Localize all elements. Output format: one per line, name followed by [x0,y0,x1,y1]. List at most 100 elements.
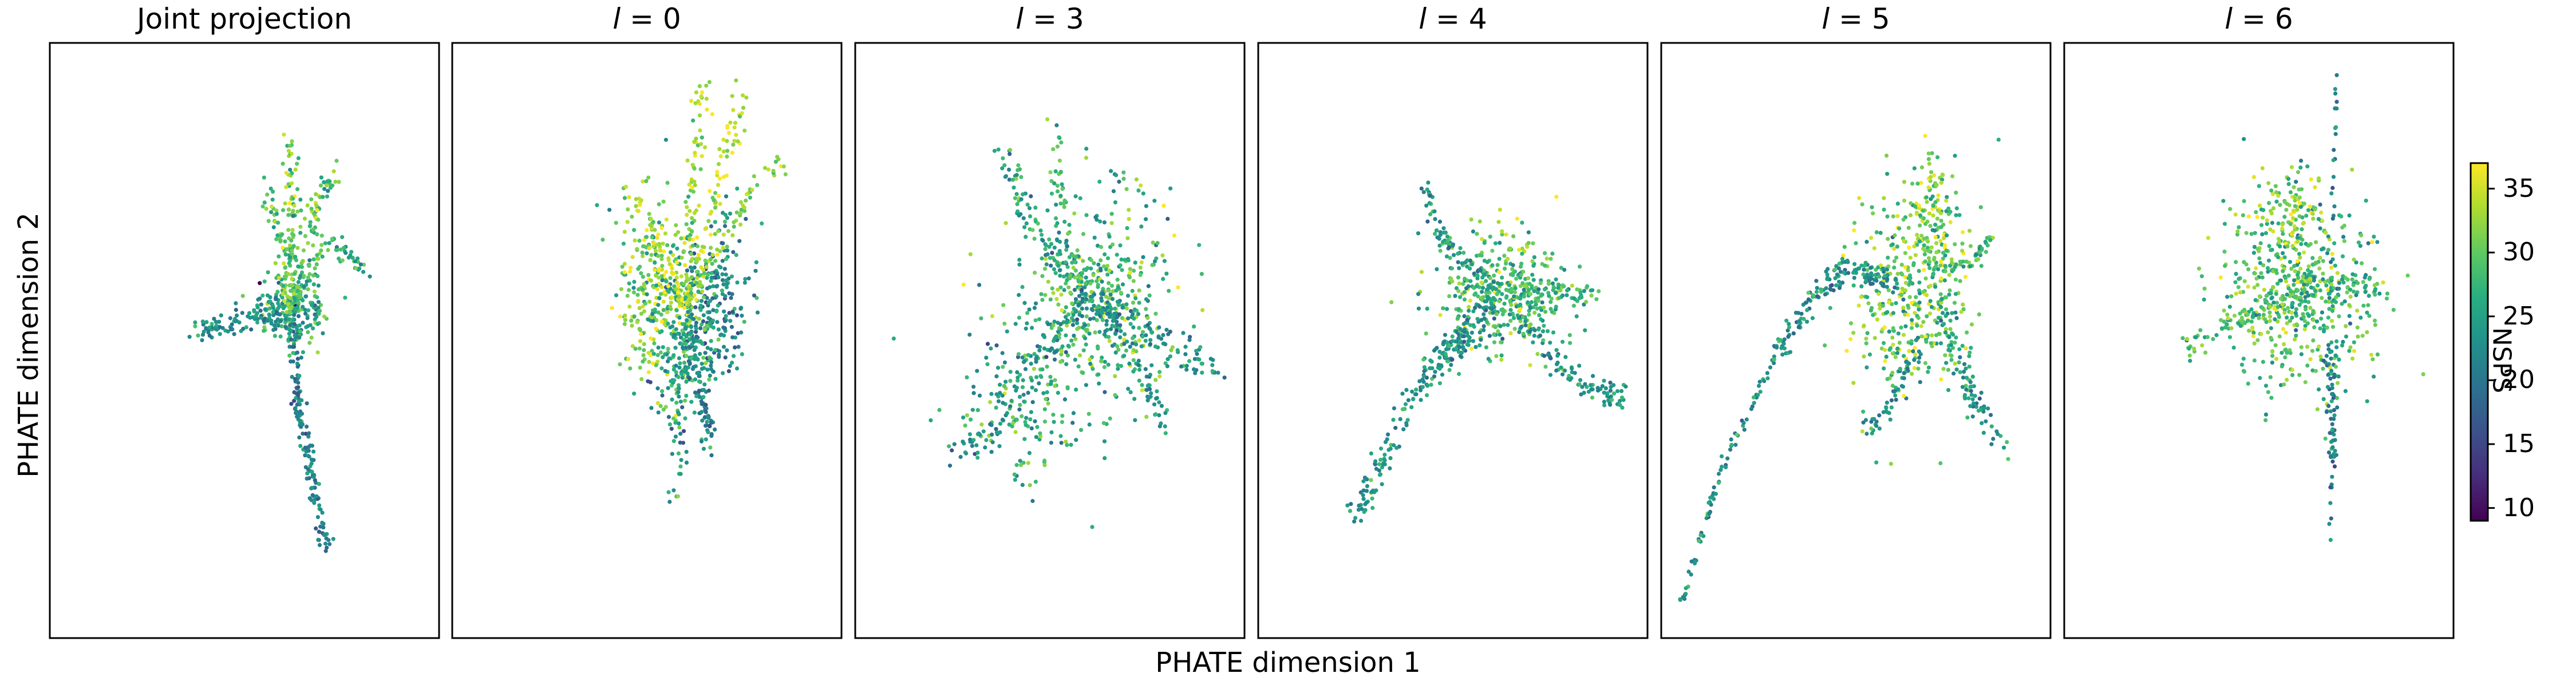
scatter-point [1542,323,1546,328]
scatter-point [685,205,689,209]
scatter-point [1102,365,1107,370]
scatter-point [306,308,311,312]
scatter-point [733,345,737,350]
scatter-point [1536,290,1540,295]
scatter-point [670,324,675,329]
scatter-point [661,345,665,350]
scatter-point [639,377,644,382]
scatter-point [1958,370,1962,375]
scatter-point [688,319,692,323]
scatter-point [661,241,665,246]
scatter-point [293,255,298,259]
scatter-point [320,510,325,515]
scatter-point [310,303,314,307]
scatter-point [1944,307,1949,312]
scatter-point [1125,226,1129,231]
scatter-point [1361,479,1366,484]
scatter-point [1018,458,1022,463]
scatter-point [321,331,325,336]
scatter-point [271,189,275,194]
scatter-point [1949,358,1954,362]
scatter-point [713,377,718,381]
scatter-point [279,324,284,328]
scatter-point [744,95,749,100]
scatter-point [688,209,692,213]
scatter-point [1048,256,1052,260]
scatter-point [1877,426,1882,431]
scatter-point [283,239,287,244]
scatter-point [697,389,701,394]
scatter-point [1891,214,1895,219]
scatter-point [1441,226,1446,231]
scatter-point [1065,353,1070,358]
scatter-point [701,274,706,279]
scatter-point [674,287,678,291]
scatter-point [1928,224,1933,228]
scatter-point [1131,369,1136,374]
scatter-point [1925,245,1930,250]
scatter-point [1084,213,1089,217]
scatter-point [1113,374,1117,379]
scatter-point [290,375,294,379]
scatter-point [1073,194,1078,199]
scatter-point [1882,207,1886,212]
scatter-point [688,297,693,302]
scatter-point [1025,311,1030,315]
scatter-point [1940,172,1945,177]
scatter-point [724,173,729,178]
scatter-point [645,235,649,239]
scatter-point [2291,185,2296,189]
scatter-point [1066,231,1070,236]
scatter-point [1896,331,1901,336]
scatter-point [1527,330,1532,334]
scatter-point [760,221,764,226]
scatter-point [2303,323,2308,328]
scatter-point [1917,355,1922,360]
scatter-point [1554,304,1558,309]
scatter-point [1448,256,1452,260]
scatter-point [1872,246,1876,251]
scatter-point [1488,306,1492,310]
scatter-point [1391,418,1396,422]
scatter-point [1996,137,2001,142]
scatter-point [685,158,690,163]
scatter-point [1765,371,1769,375]
scatter-point [2282,215,2287,219]
scatter-point [1437,243,1442,248]
scatter-point [766,167,771,172]
scatter-point [680,328,685,333]
scatter-point [723,212,728,217]
scatter-point [1538,306,1543,310]
scatter-point [1119,290,1123,295]
scatter-point [1055,184,1060,188]
scatter-point [1064,439,1068,444]
scatter-point [290,248,294,253]
scatter-point [1500,336,1505,341]
scatter-point [697,379,701,384]
scatter-point [961,415,966,420]
scatter-point [995,366,1001,370]
scatter-point [1979,264,1984,268]
scatter-point [704,361,708,366]
scatter-point [1153,378,1158,382]
scatter-point [732,138,737,143]
scatter-point [1933,200,1938,204]
scatter-point [1910,300,1914,306]
scatter-point [738,211,743,215]
scatter-point [1890,335,1895,340]
scatter-point [633,238,637,243]
scatter-point [639,332,643,336]
scatter-point [631,286,636,290]
scatter-point [1462,297,1467,302]
scatter-point [218,332,222,336]
scatter-point [1038,374,1043,378]
scatter-point [2311,318,2316,322]
scatter-point [1530,286,1534,291]
scatter-point [740,314,744,318]
scatter-point [2361,303,2366,308]
scatter-point [659,312,663,317]
scatter-point [2336,381,2340,385]
scatter-point [301,350,306,355]
scatter-point [703,423,708,428]
scatter-point [1073,308,1078,313]
